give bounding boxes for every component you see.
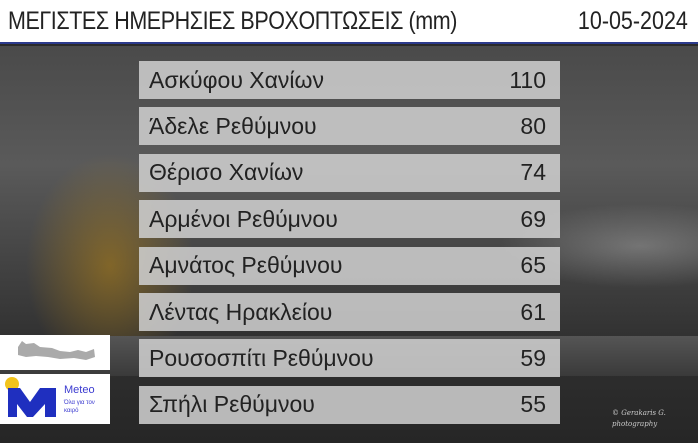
station-name: Ρουσοσπίτι Ρεθύμνου [149, 344, 374, 371]
rainfall-value: 74 [520, 159, 546, 186]
crete-map-icon [0, 335, 110, 370]
station-name: Λέντας Ηρακλείου [149, 298, 333, 325]
date: 10-05-2024 [578, 7, 688, 35]
rainfall-value: 59 [520, 344, 546, 371]
rainfall-value: 80 [520, 112, 546, 139]
table-row: Αρμένοι Ρεθύμνου 69 [139, 200, 560, 239]
table-row: Άδελε Ρεθύμνου 80 [139, 107, 560, 146]
station-name: Ασκύφου Χανίων [149, 66, 324, 93]
photographer-watermark: © Gerakaris G. photography [612, 409, 666, 428]
logo-tagline: Όλα για τον καιρό [64, 400, 95, 414]
station-name: Θέρισο Χανίων [149, 159, 304, 186]
rainfall-value: 55 [520, 391, 546, 418]
rainfall-value: 110 [509, 66, 546, 93]
station-name: Αμνάτος Ρεθύμνου [149, 252, 343, 279]
rainfall-value: 61 [520, 298, 546, 325]
station-name: Άδελε Ρεθύμνου [149, 112, 317, 139]
meteo-logo: Meteo Όλα για τον καιρό [0, 374, 110, 424]
logo-name: Meteo [64, 384, 95, 396]
rainfall-value: 69 [520, 205, 546, 232]
table-row: Σπήλι Ρεθύμνου 55 [139, 385, 560, 424]
station-name: Αρμένοι Ρεθύμνου [149, 205, 338, 232]
table-row: Λέντας Ηρακλείου 61 [139, 293, 560, 331]
page-title: ΜΕΓΙΣΤΕΣ ΗΜΕΡΗΣΙΕΣ ΒΡΟΧΟΠΤΩΣΕΙΣ (mm) [8, 7, 457, 35]
table-row: Ρουσοσπίτι Ρεθύμνου 59 [139, 339, 560, 378]
header: ΜΕΓΙΣΤΕΣ ΗΜΕΡΗΣΙΕΣ ΒΡΟΧΟΠΤΩΣΕΙΣ (mm) 10-… [0, 0, 698, 44]
station-name: Σπήλι Ρεθύμνου [149, 391, 315, 418]
rainfall-value: 65 [520, 252, 546, 279]
table-row: Θέρισο Χανίων 74 [139, 153, 560, 192]
table-row: Ασκύφου Χανίων 110 [139, 61, 560, 99]
table-row: Αμνάτος Ρεθύμνου 65 [139, 246, 560, 285]
